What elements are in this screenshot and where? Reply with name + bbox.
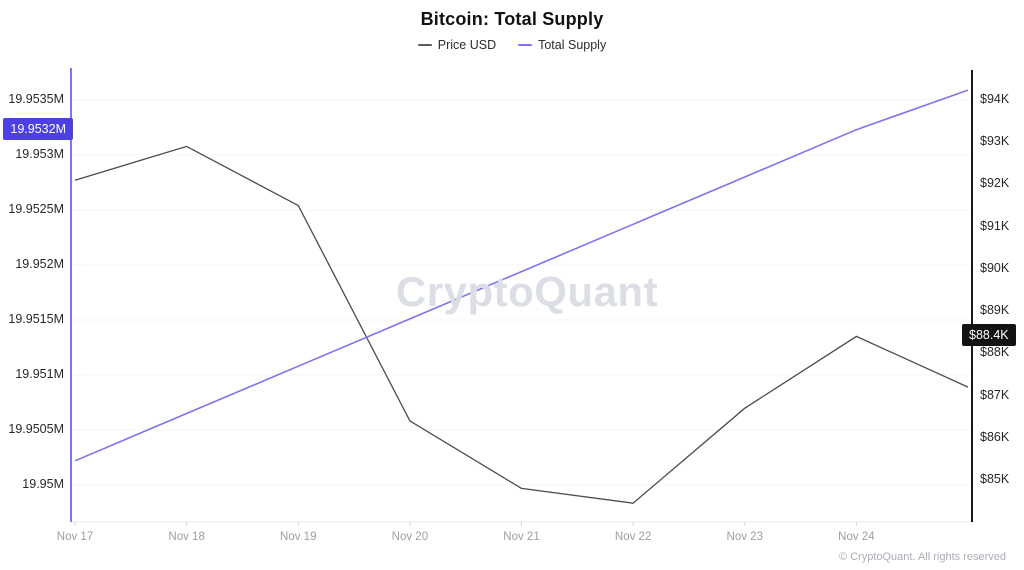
price-usd-line-swatch-icon [417, 44, 432, 46]
y-axis-label-right: $86K [980, 429, 1010, 444]
copyright-notice: © CryptoQuant. All rights reserved [838, 551, 1006, 563]
y-axis-label-right: $88K [980, 345, 1010, 360]
series-line-price-usd[interactable] [74, 145, 969, 504]
y-axis-label-right: $90K [980, 260, 1010, 275]
chart-legend: Price USD Total Supply [0, 38, 1024, 52]
y-axis-label-left: 19.9525M [8, 202, 64, 216]
y-axis-label-right: $92K [980, 176, 1010, 191]
y-axis-label-right: $87K [980, 387, 1010, 402]
x-axis-label: Nov 21 [503, 531, 540, 543]
total-supply-line-swatch-icon [518, 44, 533, 46]
y-axis-label-left: 19.953M [15, 147, 64, 161]
y-axis-label-right: $93K [980, 134, 1010, 149]
total-supply-last-value-badge: 19.9532M [3, 117, 73, 140]
y-axis-label-right: $91K [980, 218, 1010, 233]
legend-label-total-supply: Total Supply [538, 38, 607, 52]
y-axis-label-left: 19.951M [15, 367, 64, 381]
chart-header: Bitcoin: Total Supply Price USD Total Su… [0, 0, 1024, 52]
y-axis-label-left: 19.9535M [8, 92, 64, 106]
y-axis-label-right: $85K [980, 472, 1010, 486]
x-axis-label: Nov 22 [614, 531, 652, 543]
x-axis-label: Nov 20 [391, 531, 429, 543]
y-axis-label-left: 19.95M [22, 477, 64, 491]
legend-label-price-usd: Price USD [437, 38, 497, 52]
y-axis-label-right: $94K [980, 92, 1010, 106]
legend-item-price-usd[interactable]: Price USD [417, 38, 497, 52]
x-axis-label: Nov 24 [838, 531, 875, 543]
x-axis-label: Nov 17 [56, 531, 94, 543]
x-axis-label: Nov 19 [280, 531, 317, 543]
y-axis-label-left: 19.9515M [8, 312, 64, 326]
y-axis-label-left: 19.9505M [8, 422, 64, 436]
y-axis-label-right: $89K [980, 303, 1010, 318]
y-axis-label-left: 19.952M [15, 257, 64, 271]
series-line-total-supply[interactable] [74, 89, 969, 462]
x-axis-label: Nov 23 [726, 531, 763, 543]
chart-title: Bitcoin: Total Supply [420, 9, 604, 29]
price-last-value-badge: $88.4K [962, 324, 1016, 347]
legend-item-total-supply[interactable]: Total Supply [518, 38, 606, 52]
x-axis-label: Nov 18 [168, 531, 205, 543]
